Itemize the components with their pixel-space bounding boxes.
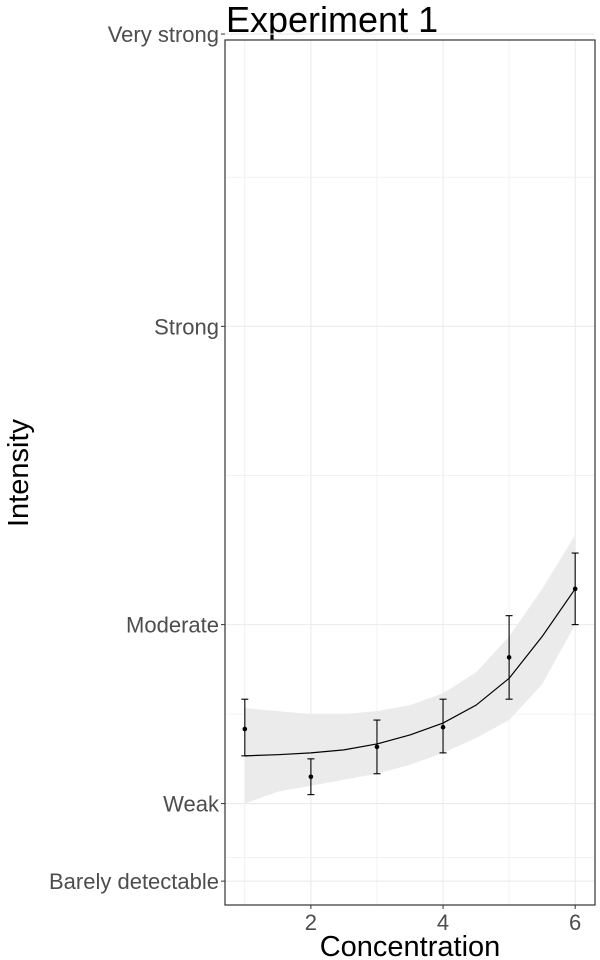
confidence-ribbon — [244, 535, 576, 804]
data-point-group — [505, 615, 513, 700]
x-tick-label: 4 — [437, 910, 449, 935]
data-points — [241, 552, 579, 796]
y-tick-label: Moderate — [126, 613, 219, 638]
confidence-band — [244, 535, 576, 804]
data-point-group — [241, 698, 249, 757]
data-point-group — [571, 552, 579, 626]
chart-title: Experiment 1 — [226, 0, 438, 40]
data-point-group — [373, 719, 381, 775]
data-point — [374, 744, 380, 750]
panel-border — [224, 39, 596, 906]
y-tick-label: Strong — [154, 314, 219, 339]
x-tick-label: 6 — [569, 910, 581, 935]
data-point — [242, 726, 248, 732]
x-axis: 2 4 6 — [305, 905, 581, 935]
fit-line — [244, 588, 576, 757]
x-axis-title: Concentration — [320, 931, 501, 960]
data-point — [440, 724, 446, 730]
y-axis-title: Intensity — [3, 419, 35, 527]
fit-line-layer — [244, 588, 576, 757]
y-tick-label: Barely detectable — [49, 869, 219, 894]
data-point — [308, 774, 314, 780]
y-tick-label: Weak — [163, 792, 220, 817]
data-point — [572, 586, 578, 592]
y-tick-label: Very strong — [108, 22, 219, 47]
y-axis: Barely detectable Weak Moderate Strong Very … — [49, 22, 225, 894]
data-point-group — [307, 758, 315, 796]
data-point — [506, 655, 512, 660]
data-point-group — [439, 698, 447, 754]
x-tick-label: 2 — [305, 910, 317, 935]
